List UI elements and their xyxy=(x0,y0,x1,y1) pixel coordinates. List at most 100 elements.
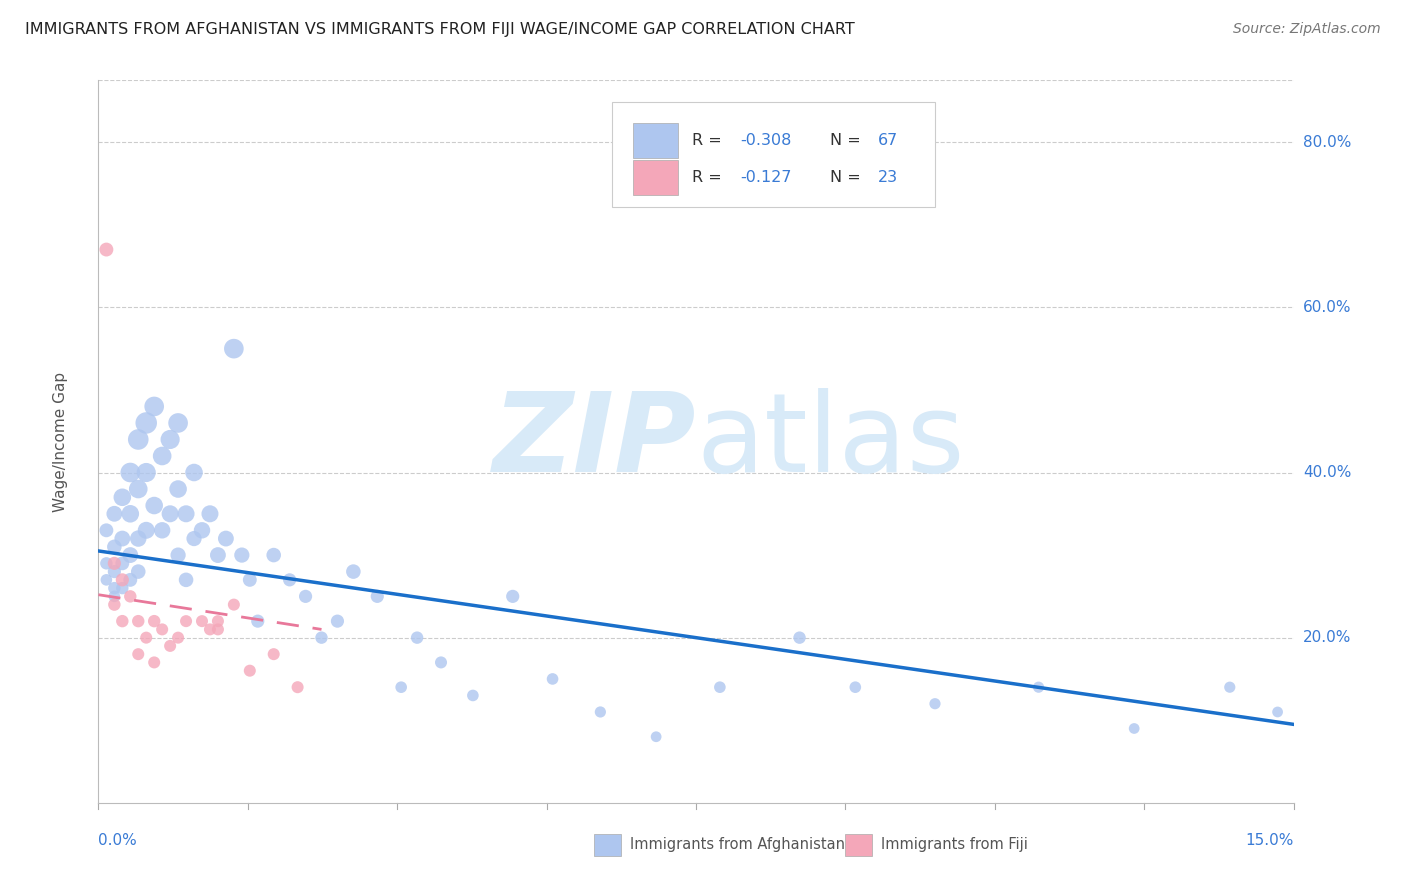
Point xyxy=(246,614,269,628)
Text: Source: ZipAtlas.com: Source: ZipAtlas.com xyxy=(1233,22,1381,37)
Point xyxy=(215,532,238,546)
Point xyxy=(461,689,484,703)
Point xyxy=(135,631,157,645)
Point xyxy=(709,680,731,694)
Point xyxy=(127,647,149,661)
Text: 23: 23 xyxy=(877,170,898,186)
Point xyxy=(924,697,946,711)
Point xyxy=(239,664,262,678)
Point xyxy=(502,590,524,604)
Text: IMMIGRANTS FROM AFGHANISTAN VS IMMIGRANTS FROM FIJI WAGE/INCOME GAP CORRELATION : IMMIGRANTS FROM AFGHANISTAN VS IMMIGRANT… xyxy=(25,22,855,37)
Text: Immigrants from Afghanistan: Immigrants from Afghanistan xyxy=(630,838,845,852)
Text: ZIP: ZIP xyxy=(492,388,696,495)
Point xyxy=(111,532,134,546)
Text: 15.0%: 15.0% xyxy=(1246,833,1294,848)
Point xyxy=(127,565,149,579)
Point xyxy=(174,614,197,628)
Point xyxy=(207,614,229,628)
Point xyxy=(143,400,166,414)
Point xyxy=(103,590,125,604)
Point xyxy=(326,614,349,628)
Point xyxy=(96,524,118,538)
FancyBboxPatch shape xyxy=(595,834,620,855)
Point xyxy=(111,490,134,504)
Point xyxy=(263,548,285,562)
Point xyxy=(287,680,309,694)
Point xyxy=(150,623,173,637)
Point xyxy=(127,532,149,546)
FancyBboxPatch shape xyxy=(613,102,935,207)
Text: 20.0%: 20.0% xyxy=(1303,630,1351,645)
Point xyxy=(135,524,157,538)
Point xyxy=(96,557,118,571)
FancyBboxPatch shape xyxy=(633,161,678,195)
Point xyxy=(159,507,181,521)
Text: 80.0%: 80.0% xyxy=(1303,135,1351,150)
Point xyxy=(645,730,668,744)
Point xyxy=(159,639,181,653)
Text: N =: N = xyxy=(830,133,866,148)
Point xyxy=(198,623,221,637)
Point xyxy=(183,466,205,480)
Point xyxy=(111,581,134,595)
Point xyxy=(120,466,142,480)
Point xyxy=(844,680,866,694)
Text: atlas: atlas xyxy=(696,388,965,495)
Point xyxy=(143,614,166,628)
Text: 60.0%: 60.0% xyxy=(1303,300,1351,315)
Point xyxy=(120,507,142,521)
Point xyxy=(135,416,157,430)
Point xyxy=(183,532,205,546)
Point xyxy=(127,482,149,496)
Point xyxy=(366,590,388,604)
Point xyxy=(159,433,181,447)
Point xyxy=(96,573,118,587)
Text: R =: R = xyxy=(692,133,727,148)
Point xyxy=(167,482,190,496)
Point xyxy=(191,524,214,538)
Point xyxy=(103,540,125,554)
Point xyxy=(342,565,364,579)
Point xyxy=(406,631,429,645)
Text: -0.308: -0.308 xyxy=(740,133,792,148)
Point xyxy=(239,573,262,587)
Point xyxy=(207,548,229,562)
Point xyxy=(167,548,190,562)
Point xyxy=(389,680,412,694)
Point xyxy=(143,499,166,513)
Point xyxy=(1267,705,1289,719)
Point xyxy=(120,590,142,604)
FancyBboxPatch shape xyxy=(633,123,678,158)
Point xyxy=(103,598,125,612)
Text: Immigrants from Fiji: Immigrants from Fiji xyxy=(882,838,1028,852)
Point xyxy=(1028,680,1050,694)
Point xyxy=(263,647,285,661)
Point xyxy=(294,590,316,604)
Text: 67: 67 xyxy=(877,133,898,148)
Point xyxy=(278,573,301,587)
Point xyxy=(430,656,453,670)
Point xyxy=(167,631,190,645)
Point xyxy=(789,631,811,645)
Point xyxy=(174,573,197,587)
Point xyxy=(135,466,157,480)
Point xyxy=(311,631,333,645)
Point xyxy=(191,614,214,628)
Point xyxy=(150,449,173,463)
Point xyxy=(127,614,149,628)
Point xyxy=(541,672,564,686)
Text: Wage/Income Gap: Wage/Income Gap xyxy=(52,371,67,512)
Text: N =: N = xyxy=(830,170,866,186)
Text: -0.127: -0.127 xyxy=(740,170,792,186)
Point xyxy=(103,581,125,595)
Point xyxy=(198,507,221,521)
Text: 0.0%: 0.0% xyxy=(98,833,138,848)
Point xyxy=(174,507,197,521)
Point xyxy=(96,243,118,257)
Point xyxy=(589,705,612,719)
Point xyxy=(103,507,125,521)
Text: 40.0%: 40.0% xyxy=(1303,465,1351,480)
Point xyxy=(1219,680,1241,694)
Point xyxy=(222,342,245,356)
Text: R =: R = xyxy=(692,170,727,186)
